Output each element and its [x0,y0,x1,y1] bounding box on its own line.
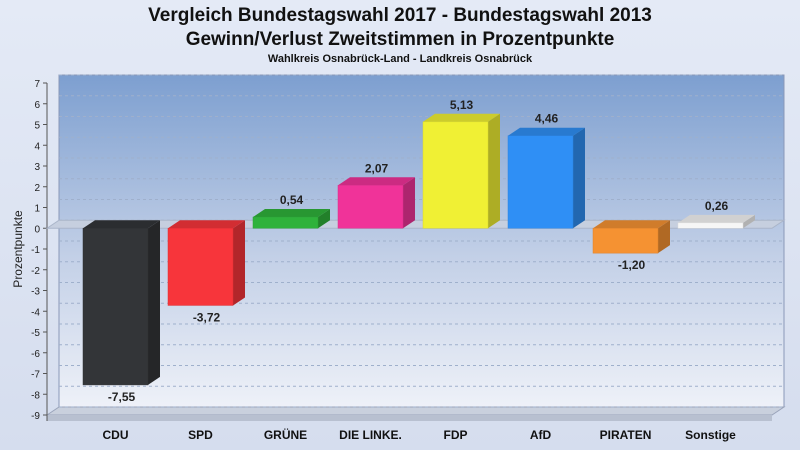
y-tick-label: -1 [31,245,40,256]
x-tick-label: PIRATEN [600,428,652,442]
bar-side [233,220,245,306]
bar-side [573,127,585,229]
bar-side [658,220,670,254]
y-tick-label: 2 [34,183,40,194]
y-tick-label: 4 [34,141,40,152]
x-tick-label: CDU [103,428,129,442]
data-label: 2,07 [365,161,389,175]
x-tick-label: DIE LINKE. [339,428,402,442]
y-tick-label: -5 [31,328,40,339]
y-tick-label: -7 [31,370,40,381]
chart-title: Vergleich Bundestagswahl 2017 - Bundesta… [148,5,652,26]
x-tick-label: Sonstige [685,428,736,442]
bar [422,121,489,229]
bar-side [148,220,160,385]
y-tick-label: -8 [31,390,40,401]
y-tick-label: -9 [31,411,40,422]
y-tick-label: 6 [34,100,40,111]
data-label: -1,20 [618,258,646,272]
bar [167,228,234,306]
y-tick-label: 1 [34,204,40,215]
data-label: 0,26 [705,199,729,213]
y-axis-label: Prozentpunkte [11,210,25,288]
bar-top [508,127,585,136]
bar-side [318,209,330,229]
y-tick-label: -3 [31,287,40,298]
bar [592,228,659,254]
y-tick-label: -4 [31,307,40,318]
bar [252,216,319,229]
x-tick-label: GRÜNE [264,427,307,442]
chart-region: Wahlkreis Osnabrück-Land - Landkreis Osn… [267,53,533,65]
y-tick-label: -2 [31,266,40,277]
bar-top [423,113,500,122]
y-tick-label: 3 [34,162,40,173]
bar-top [678,214,755,223]
bar [337,185,404,229]
plot-floor [45,406,786,416]
x-tick-label: AfD [530,428,552,442]
data-label: 5,13 [450,98,474,112]
bar-top [253,209,330,218]
data-label: -3,72 [193,310,221,324]
bar-top [338,177,415,186]
x-tick-label: SPD [188,428,213,442]
data-label: 4,46 [535,112,559,126]
bar [82,228,149,386]
y-tick-label: -6 [31,349,40,360]
y-tick-label: 5 [34,121,40,132]
bar-side [403,177,415,229]
data-label: 0,54 [280,193,304,207]
bar-side [743,214,755,229]
bar-side [488,113,500,229]
plot-floor-edge [47,415,772,421]
y-tick-label: 0 [34,224,40,235]
x-tick-label: FDP [444,428,468,442]
y-tick-label: 7 [34,79,40,90]
bar-top [168,220,245,229]
bar [677,222,744,229]
bar-top [83,220,160,229]
bar-top [593,220,670,229]
data-label: -7,55 [108,390,136,404]
chart-subtitle: Gewinn/Verlust Zweitstimmen in Prozentpu… [185,29,615,50]
bar [507,135,574,229]
